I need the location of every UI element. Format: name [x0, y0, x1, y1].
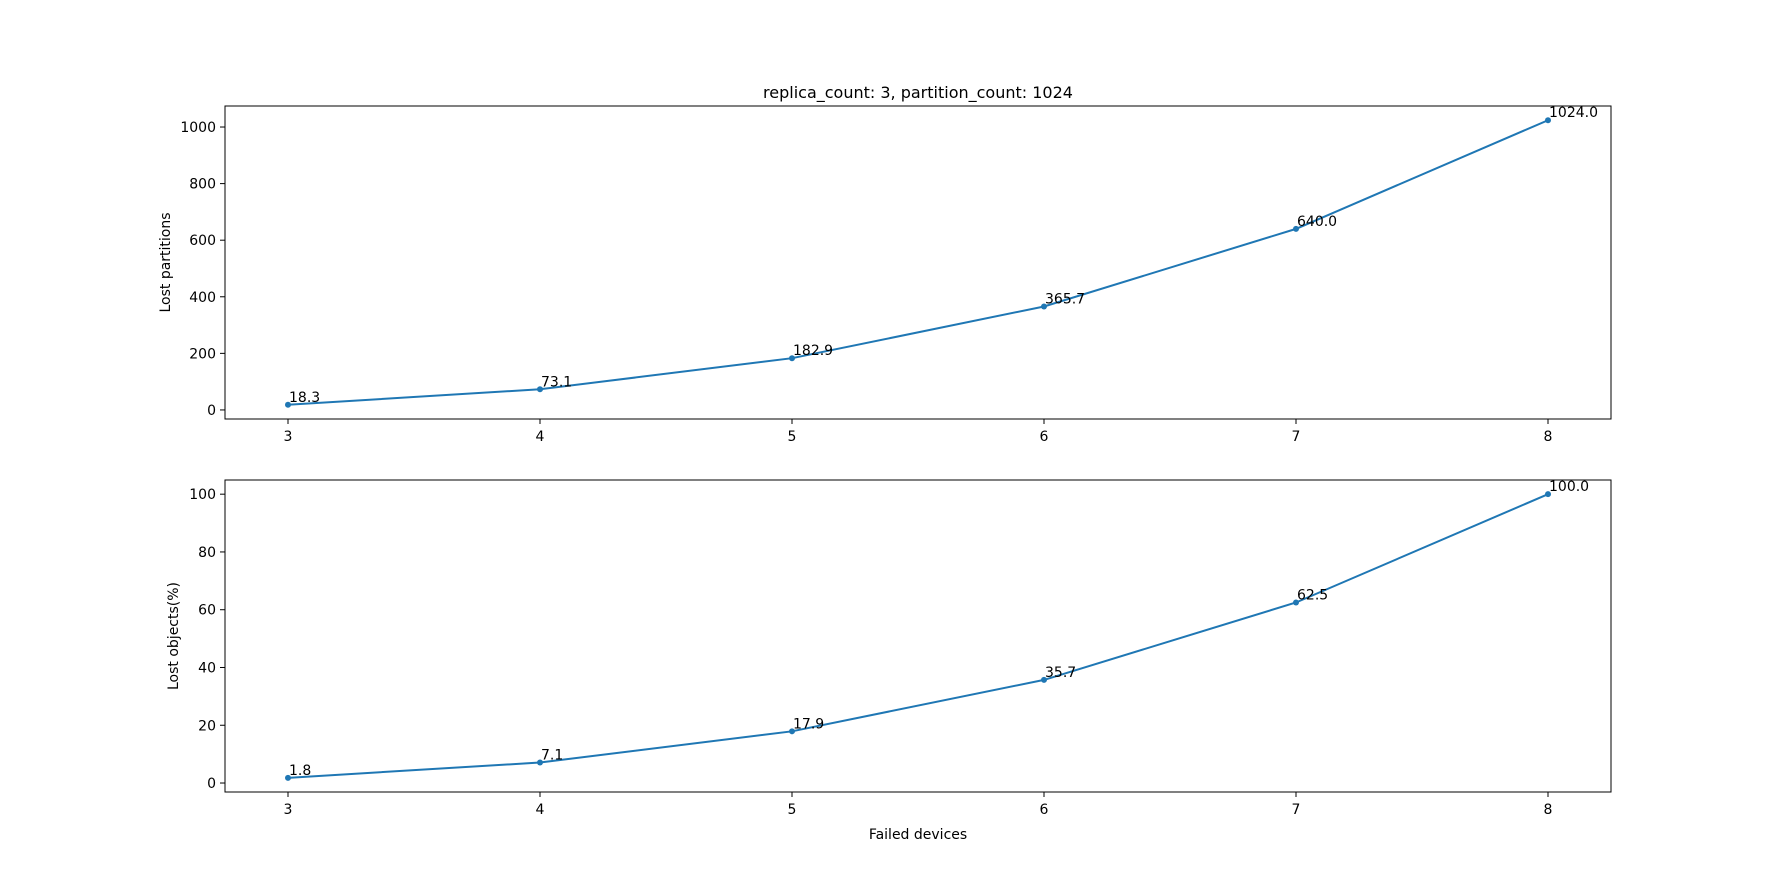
- y-tick-label: 80: [198, 545, 216, 561]
- value-label: 18.3: [289, 390, 320, 406]
- value-label: 17.9: [793, 716, 824, 732]
- value-label: 35.7: [1045, 665, 1076, 681]
- x-tick-label: 5: [788, 429, 797, 445]
- x-tick-label: 4: [536, 802, 545, 818]
- value-label: 365.7: [1045, 291, 1085, 307]
- data-point: [789, 728, 795, 735]
- chart-title: replica_count: 3, partition_count: 1024: [763, 83, 1073, 103]
- data-point: [537, 386, 543, 393]
- value-label: 73.1: [541, 374, 572, 390]
- y-tick-label: 200: [189, 346, 216, 362]
- y-tick-label: 1000: [180, 120, 216, 136]
- x-tick-label: 7: [1292, 429, 1301, 445]
- y-tick-label: 800: [189, 177, 216, 193]
- y-tick-label: 40: [198, 660, 216, 676]
- y-tick-label: 60: [198, 603, 216, 619]
- data-point: [285, 774, 291, 781]
- x-tick-label: 4: [536, 429, 545, 445]
- data-point: [1545, 117, 1551, 124]
- y-axis-label: Lost objects(%): [166, 582, 182, 690]
- data-point: [1545, 491, 1551, 498]
- y-tick-label: 20: [198, 718, 216, 734]
- x-tick-label: 5: [788, 802, 797, 818]
- value-label: 100.0: [1549, 479, 1589, 495]
- data-point: [789, 355, 795, 362]
- x-tick-label: 7: [1292, 802, 1301, 818]
- y-tick-label: 0: [207, 403, 216, 419]
- x-tick-label: 3: [284, 802, 293, 818]
- data-point: [1293, 599, 1299, 606]
- data-point: [537, 759, 543, 766]
- value-label: 640.0: [1297, 214, 1337, 230]
- value-label: 7.1: [541, 748, 563, 764]
- x-tick-label: 6: [1040, 429, 1049, 445]
- x-axis-label: Failed devices: [869, 827, 967, 843]
- x-tick-label: 8: [1544, 429, 1553, 445]
- value-label: 182.9: [793, 343, 833, 359]
- value-label: 1.8: [289, 763, 311, 779]
- plot-frame: [224, 105, 1612, 420]
- data-line: [287, 493, 1549, 779]
- data-point: [1293, 225, 1299, 232]
- y-tick-label: 400: [189, 290, 216, 306]
- x-tick-label: 3: [284, 429, 293, 445]
- data-line: [287, 119, 1549, 406]
- data-point: [1041, 676, 1047, 683]
- y-tick-label: 0: [207, 776, 216, 792]
- value-label: 62.5: [1297, 587, 1328, 603]
- y-tick-label: 600: [189, 233, 216, 249]
- x-tick-label: 6: [1040, 802, 1049, 818]
- value-label: 1024.0: [1549, 105, 1598, 121]
- y-axis-label: Lost partitions: [158, 212, 174, 312]
- x-tick-label: 8: [1544, 802, 1553, 818]
- y-tick-label: 100: [189, 487, 216, 503]
- data-point: [1041, 303, 1047, 310]
- data-point: [285, 401, 291, 408]
- plot-frame: [224, 479, 1612, 793]
